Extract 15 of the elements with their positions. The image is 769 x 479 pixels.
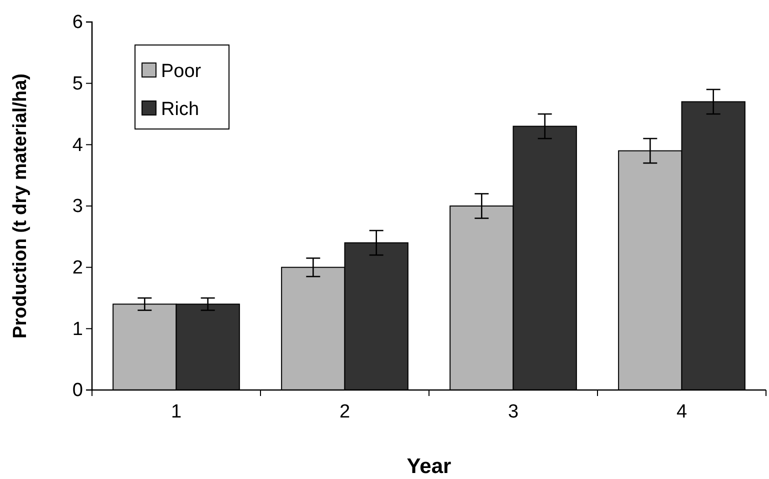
legend-label: Rich [161, 99, 200, 120]
x-tick-label: 4 [676, 401, 688, 422]
x-axis-title: Year [406, 455, 452, 478]
y-tick-label: 6 [72, 12, 83, 34]
y-tick-label: 4 [72, 134, 84, 156]
legend-label: Poor [161, 61, 202, 82]
y-tick-label: 0 [72, 380, 83, 402]
x-tick-label: 1 [170, 401, 182, 422]
y-tick-label: 3 [72, 196, 83, 218]
y-tick-label: 1 [72, 318, 83, 340]
y-axis-title: Production (t dry material/ha) [10, 74, 31, 338]
x-tick-label: 3 [508, 401, 519, 422]
y-tick-label: 5 [72, 73, 83, 94]
x-tick-label: 2 [339, 401, 350, 422]
y-tick-label: 2 [72, 257, 83, 278]
